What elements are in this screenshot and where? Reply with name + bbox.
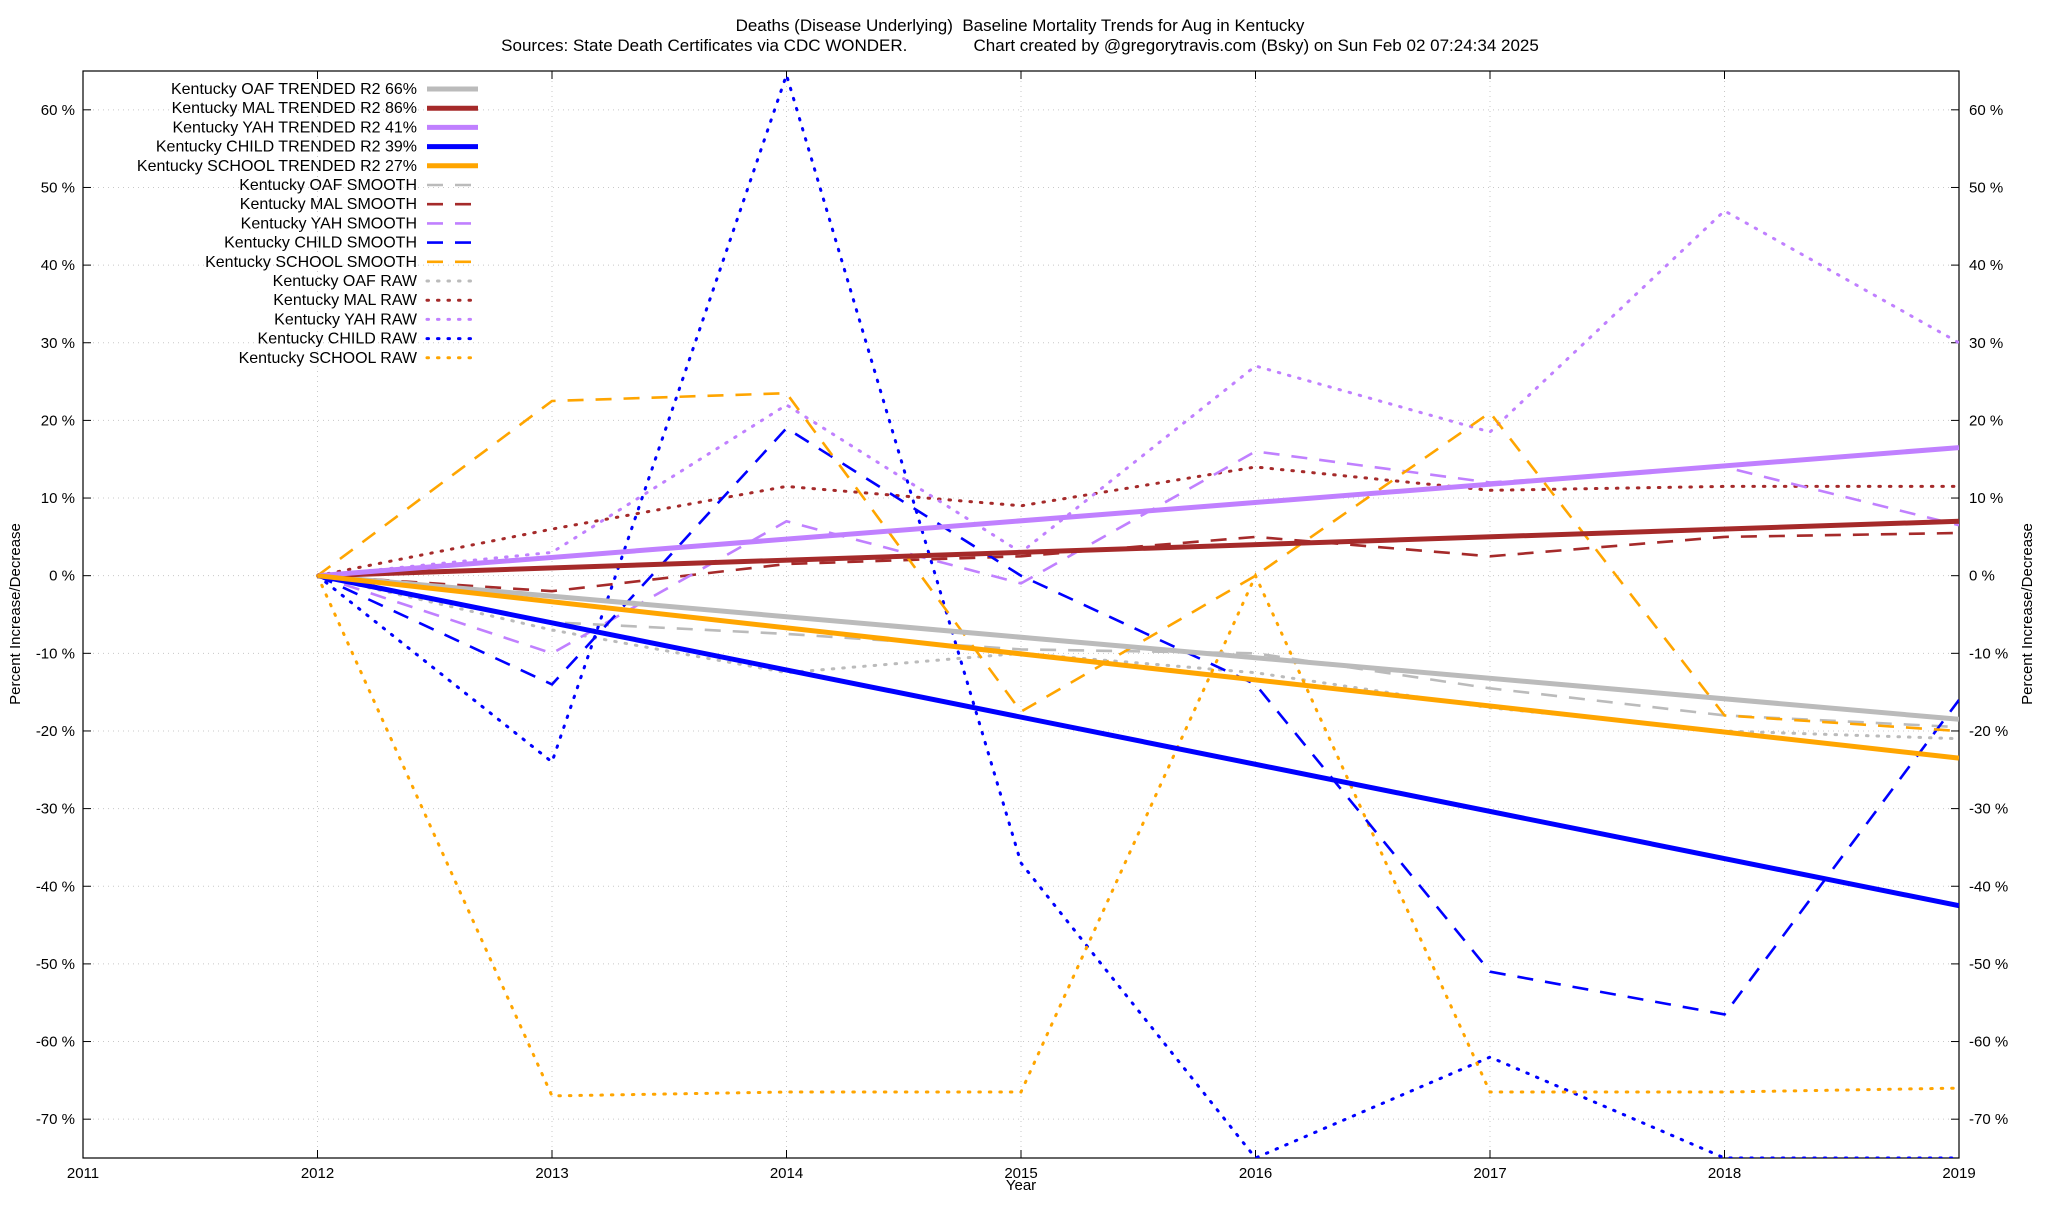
- series-line-13: [316, 71, 1959, 1158]
- y-tick-label: 40 %: [41, 257, 75, 274]
- y-tick-label-right: -40 %: [1969, 878, 2008, 895]
- series-line-11: [316, 465, 1959, 578]
- x-tick-label: 2015: [1004, 1165, 1037, 1182]
- legend-label-4: Kentucky SCHOOL TRENDED R2 27%: [137, 158, 417, 175]
- legend-label-2: Kentucky YAH TRENDED R2 41%: [172, 119, 417, 136]
- legend-label-8: Kentucky CHILD SMOOTH: [224, 235, 417, 252]
- legend-label-0: Kentucky OAF TRENDED R2 66%: [171, 81, 417, 98]
- y-tick-label: 10 %: [41, 490, 75, 507]
- y-tick-label-right: -20 %: [1969, 723, 2008, 740]
- legend-label-10: Kentucky OAF RAW: [273, 273, 418, 290]
- y-tick-label: 60 %: [41, 102, 75, 119]
- series-line-5: [317, 574, 1959, 729]
- y-tick-label-right: -10 %: [1969, 645, 2008, 662]
- legend-label-7: Kentucky YAH SMOOTH: [241, 215, 417, 232]
- x-tick-label: 2017: [1473, 1165, 1506, 1182]
- y-tick-label-right: -30 %: [1969, 801, 2008, 818]
- series-lines: [316, 71, 1959, 1158]
- series-line-9: [316, 391, 1959, 733]
- y-tick-label: -20 %: [36, 723, 75, 740]
- y-tick-label: -30 %: [36, 801, 75, 818]
- y-tick-label: -60 %: [36, 1034, 75, 1051]
- y-tick-label-right: 0 %: [1969, 568, 1995, 585]
- legend-label-6: Kentucky MAL SMOOTH: [240, 196, 417, 213]
- legend-label-3: Kentucky CHILD TRENDED R2 39%: [156, 139, 417, 156]
- y-tick-label-right: 60 %: [1969, 102, 2003, 119]
- chart-title: Deaths (Disease Underlying) Baseline Mor…: [736, 16, 1305, 35]
- y-tick-label: -70 %: [36, 1111, 75, 1128]
- series-line-3: [317, 573, 1959, 909]
- series-line-10: [316, 574, 1959, 741]
- legend-label-11: Kentucky MAL RAW: [273, 292, 418, 309]
- y-tick-label-right: -50 %: [1969, 956, 2008, 973]
- legend: Kentucky OAF TRENDED R2 66% Kentucky MAL …: [137, 81, 480, 367]
- y-tick-label: 50 %: [41, 179, 75, 196]
- y-tick-label-right: 50 %: [1969, 179, 2003, 196]
- y-axis-label-right: Percent Increase/Decrease: [2019, 523, 2036, 705]
- legend-label-12: Kentucky YAH RAW: [274, 311, 418, 328]
- x-tick-label: 2018: [1708, 1165, 1741, 1182]
- grid: [83, 71, 1959, 1158]
- series-line-14: [316, 572, 1959, 1098]
- series-line-6: [317, 531, 1959, 593]
- y-tick-label-right: -70 %: [1969, 1111, 2008, 1128]
- y-tick-label: 0 %: [49, 568, 75, 585]
- x-tick-label: 2016: [1239, 1165, 1272, 1182]
- y-tick-label: 30 %: [41, 335, 75, 352]
- y-tick-label: -40 %: [36, 878, 75, 895]
- y-tick-label-right: 20 %: [1969, 412, 2003, 429]
- x-axis-label: Year: [1006, 1177, 1036, 1194]
- y-tick-label-right: 30 %: [1969, 335, 2003, 352]
- y-axis-label-left: Percent Increase/Decrease: [7, 523, 24, 705]
- legend-label-5: Kentucky OAF SMOOTH: [239, 177, 417, 194]
- y-tick-label-right: -60 %: [1969, 1034, 2008, 1051]
- x-tick-label: 2012: [301, 1165, 334, 1182]
- series-line-4: [317, 573, 1959, 761]
- y-tick-label: -50 %: [36, 956, 75, 973]
- chart-subtitle: Sources: State Death Certificates via CD…: [501, 36, 1539, 55]
- legend-label-1: Kentucky MAL TRENDED R2 86%: [172, 100, 417, 117]
- x-tick-label: 2014: [770, 1165, 803, 1182]
- series-line-0: [317, 573, 1959, 722]
- series-line-8: [316, 426, 1959, 1016]
- axis-ticks: 2011 2012 2013 2014 2015 2016 2017 2018 2019 60 %…: [36, 71, 2008, 1182]
- y-tick-label: -10 %: [36, 645, 75, 662]
- x-tick-label: 2013: [535, 1165, 568, 1182]
- series-line-1: [317, 518, 1959, 579]
- legend-label-14: Kentucky SCHOOL RAW: [239, 350, 418, 367]
- legend-label-13: Kentucky CHILD RAW: [258, 331, 418, 348]
- y-tick-label-right: 10 %: [1969, 490, 2003, 507]
- y-tick-label: 20 %: [41, 412, 75, 429]
- series-line-2: [317, 445, 1959, 579]
- y-tick-label-right: 40 %: [1969, 257, 2003, 274]
- x-tick-label: 2011: [67, 1165, 99, 1182]
- x-tick-label: 2019: [1942, 1165, 1975, 1182]
- legend-label-9: Kentucky SCHOOL SMOOTH: [205, 254, 417, 271]
